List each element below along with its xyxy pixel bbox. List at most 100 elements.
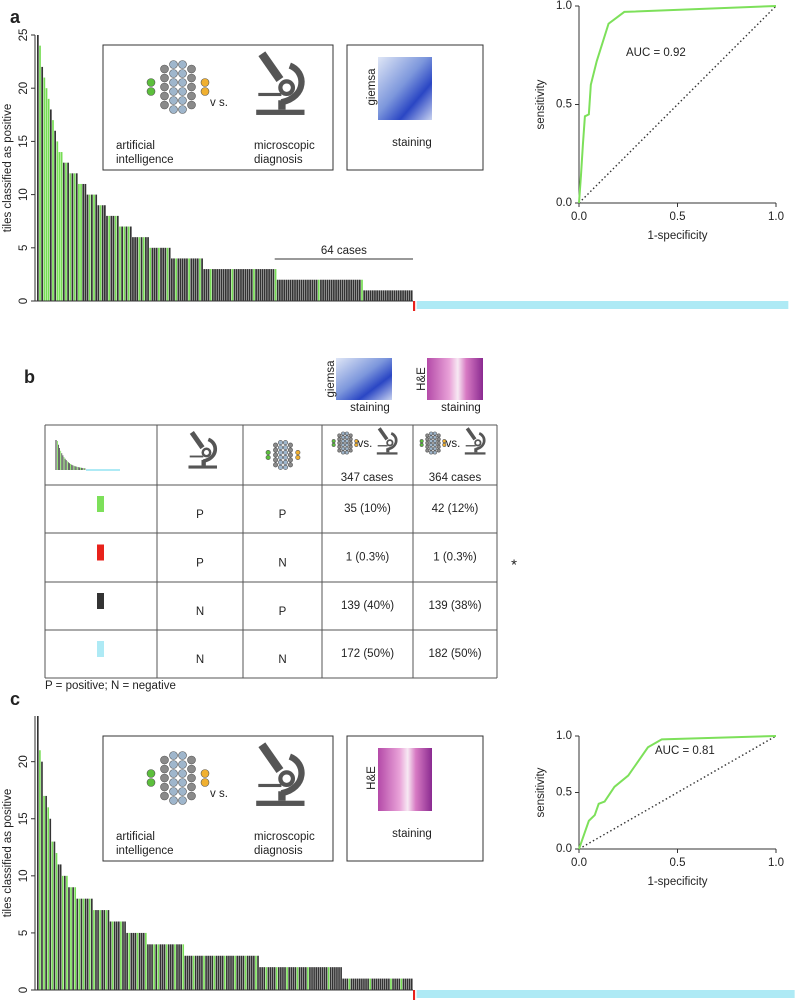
inset-text: intelligence bbox=[116, 845, 174, 857]
bar bbox=[37, 716, 39, 990]
neuron bbox=[169, 78, 178, 87]
bar bbox=[307, 279, 309, 301]
bar bbox=[330, 279, 333, 301]
bar bbox=[149, 247, 152, 301]
bar bbox=[47, 98, 50, 301]
bar bbox=[194, 955, 197, 990]
bar bbox=[186, 955, 189, 990]
neuron bbox=[287, 457, 293, 463]
row-note: * bbox=[511, 556, 517, 573]
bar bbox=[253, 269, 255, 301]
bar bbox=[196, 258, 199, 301]
bar bbox=[49, 818, 52, 990]
bar bbox=[56, 141, 59, 301]
mini-bar bbox=[68, 462, 69, 470]
bar bbox=[325, 967, 328, 990]
mini-bar bbox=[63, 457, 65, 470]
bar bbox=[108, 215, 111, 301]
bar bbox=[72, 887, 74, 990]
bar bbox=[294, 279, 296, 301]
y-tick-label: 20 bbox=[18, 755, 30, 768]
bar bbox=[136, 932, 139, 990]
stain-caption: staining bbox=[392, 828, 432, 840]
neuron bbox=[160, 82, 169, 92]
bar bbox=[149, 944, 151, 990]
inset-text: intelligence bbox=[116, 154, 174, 166]
bar bbox=[363, 978, 365, 990]
bar bbox=[103, 205, 106, 301]
neuron bbox=[273, 442, 279, 448]
bar bbox=[271, 967, 274, 990]
bar bbox=[194, 258, 197, 301]
bar bbox=[69, 173, 72, 301]
case-count: 364 cases bbox=[429, 472, 482, 484]
microscope-icon bbox=[256, 51, 305, 115]
microscope-icon bbox=[256, 742, 305, 806]
neuron bbox=[178, 87, 187, 96]
stain-thumbnail bbox=[336, 358, 392, 400]
bar bbox=[321, 967, 324, 990]
bar bbox=[180, 944, 182, 990]
row-swatch bbox=[97, 593, 104, 609]
neuron bbox=[282, 440, 288, 446]
bar bbox=[327, 967, 330, 990]
table-cell: 35 (10%) bbox=[344, 503, 391, 515]
bar bbox=[346, 279, 348, 301]
bar bbox=[101, 205, 104, 301]
bar bbox=[179, 258, 182, 301]
bar bbox=[190, 955, 193, 990]
bar bbox=[225, 269, 227, 301]
bar bbox=[45, 88, 48, 301]
bar bbox=[73, 173, 76, 301]
bar bbox=[37, 35, 39, 301]
neuron bbox=[187, 82, 196, 92]
bar bbox=[221, 955, 224, 990]
auc-label: AUC = 0.81 bbox=[655, 745, 715, 757]
bar bbox=[236, 955, 239, 990]
bar bbox=[74, 887, 77, 990]
bar bbox=[161, 944, 164, 990]
bar bbox=[103, 910, 106, 990]
input-neuron bbox=[146, 769, 156, 778]
x-tick-label: 0.5 bbox=[670, 857, 686, 869]
bar bbox=[91, 194, 93, 301]
neuron bbox=[341, 431, 346, 436]
x-tick-label: 1.0 bbox=[768, 211, 784, 223]
neuron bbox=[278, 459, 284, 465]
bar bbox=[84, 898, 87, 990]
bar bbox=[389, 290, 391, 301]
output-neuron bbox=[295, 450, 301, 456]
bar bbox=[350, 279, 353, 301]
bar bbox=[123, 226, 126, 301]
bar bbox=[331, 967, 334, 990]
y-tick-label: 1.0 bbox=[556, 0, 572, 12]
bar bbox=[319, 967, 322, 990]
bar bbox=[55, 853, 58, 990]
neuron bbox=[348, 433, 353, 438]
neuron bbox=[273, 447, 279, 453]
mini-bar bbox=[61, 453, 63, 470]
output-neuron bbox=[442, 442, 447, 447]
bar bbox=[300, 967, 303, 990]
input-neuron bbox=[146, 78, 156, 87]
bar bbox=[57, 864, 60, 990]
bar bbox=[147, 944, 149, 990]
neuron bbox=[282, 464, 288, 470]
neuron bbox=[337, 441, 342, 445]
output-neuron bbox=[200, 769, 210, 778]
neuron bbox=[348, 441, 353, 445]
neuron bbox=[337, 433, 342, 438]
microscope-stage bbox=[465, 445, 476, 447]
bar bbox=[43, 77, 46, 301]
bar bbox=[322, 279, 324, 301]
bar bbox=[281, 279, 283, 301]
bar bbox=[162, 247, 165, 301]
bar bbox=[402, 290, 404, 301]
bar bbox=[52, 120, 54, 302]
stain-caption: staining bbox=[350, 402, 390, 414]
bar bbox=[222, 269, 225, 301]
neuron bbox=[432, 435, 437, 440]
neuron bbox=[178, 96, 187, 105]
bar bbox=[174, 944, 176, 990]
neuron bbox=[160, 64, 169, 74]
